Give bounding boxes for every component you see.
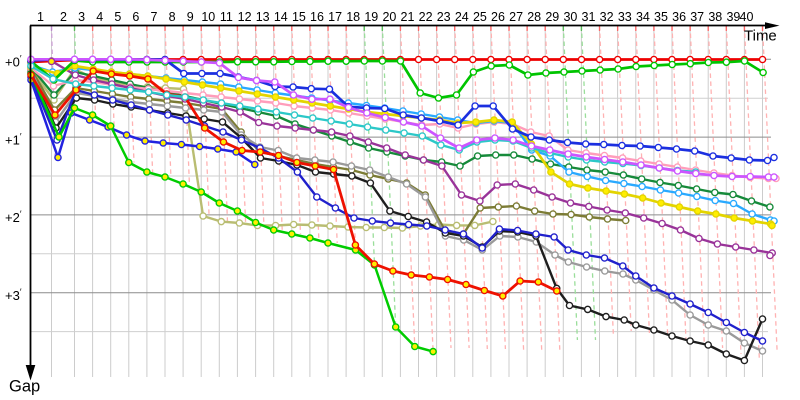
svg-text:7: 7 [151, 10, 158, 24]
svg-text:37: 37 [690, 10, 704, 24]
svg-text:+1′: +1′ [5, 131, 22, 147]
svg-text:17: 17 [328, 10, 342, 24]
svg-text:18: 18 [346, 10, 360, 24]
svg-text:21: 21 [401, 10, 415, 24]
svg-text:35: 35 [654, 10, 668, 24]
svg-text:25: 25 [473, 10, 487, 24]
svg-text:20: 20 [382, 10, 396, 24]
svg-text:+0′: +0′ [5, 54, 22, 70]
svg-text:11: 11 [220, 10, 233, 24]
svg-text:Gap: Gap [9, 378, 40, 396]
svg-text:+3′: +3′ [5, 287, 22, 303]
svg-text:39: 39 [726, 10, 740, 24]
svg-text:12: 12 [238, 10, 252, 24]
svg-text:22: 22 [419, 10, 433, 24]
svg-text:28: 28 [527, 10, 541, 24]
svg-text:13: 13 [256, 10, 270, 24]
svg-text:8: 8 [169, 10, 176, 24]
svg-text:26: 26 [491, 10, 505, 24]
svg-text:9: 9 [187, 10, 194, 24]
svg-text:10: 10 [201, 10, 215, 24]
svg-text:40: 40 [740, 10, 754, 24]
svg-text:27: 27 [509, 10, 523, 24]
svg-text:19: 19 [364, 10, 378, 24]
svg-text:+2′: +2′ [5, 209, 22, 225]
svg-text:1: 1 [37, 10, 44, 24]
svg-text:4: 4 [96, 10, 103, 24]
svg-text:31: 31 [582, 10, 596, 24]
svg-text:Time: Time [744, 28, 777, 45]
svg-text:16: 16 [310, 10, 324, 24]
svg-text:2: 2 [60, 10, 67, 24]
svg-text:32: 32 [600, 10, 614, 24]
svg-text:5: 5 [114, 10, 121, 24]
svg-text:29: 29 [545, 10, 559, 24]
svg-text:23: 23 [437, 10, 451, 24]
svg-text:14: 14 [274, 10, 288, 24]
svg-text:24: 24 [455, 10, 469, 24]
svg-text:36: 36 [672, 10, 686, 24]
svg-text:38: 38 [708, 10, 722, 24]
svg-text:15: 15 [292, 10, 306, 24]
svg-text:33: 33 [618, 10, 632, 24]
svg-text:34: 34 [636, 10, 650, 24]
svg-text:30: 30 [563, 10, 577, 24]
svg-text:3: 3 [78, 10, 85, 24]
svg-text:6: 6 [132, 10, 139, 24]
